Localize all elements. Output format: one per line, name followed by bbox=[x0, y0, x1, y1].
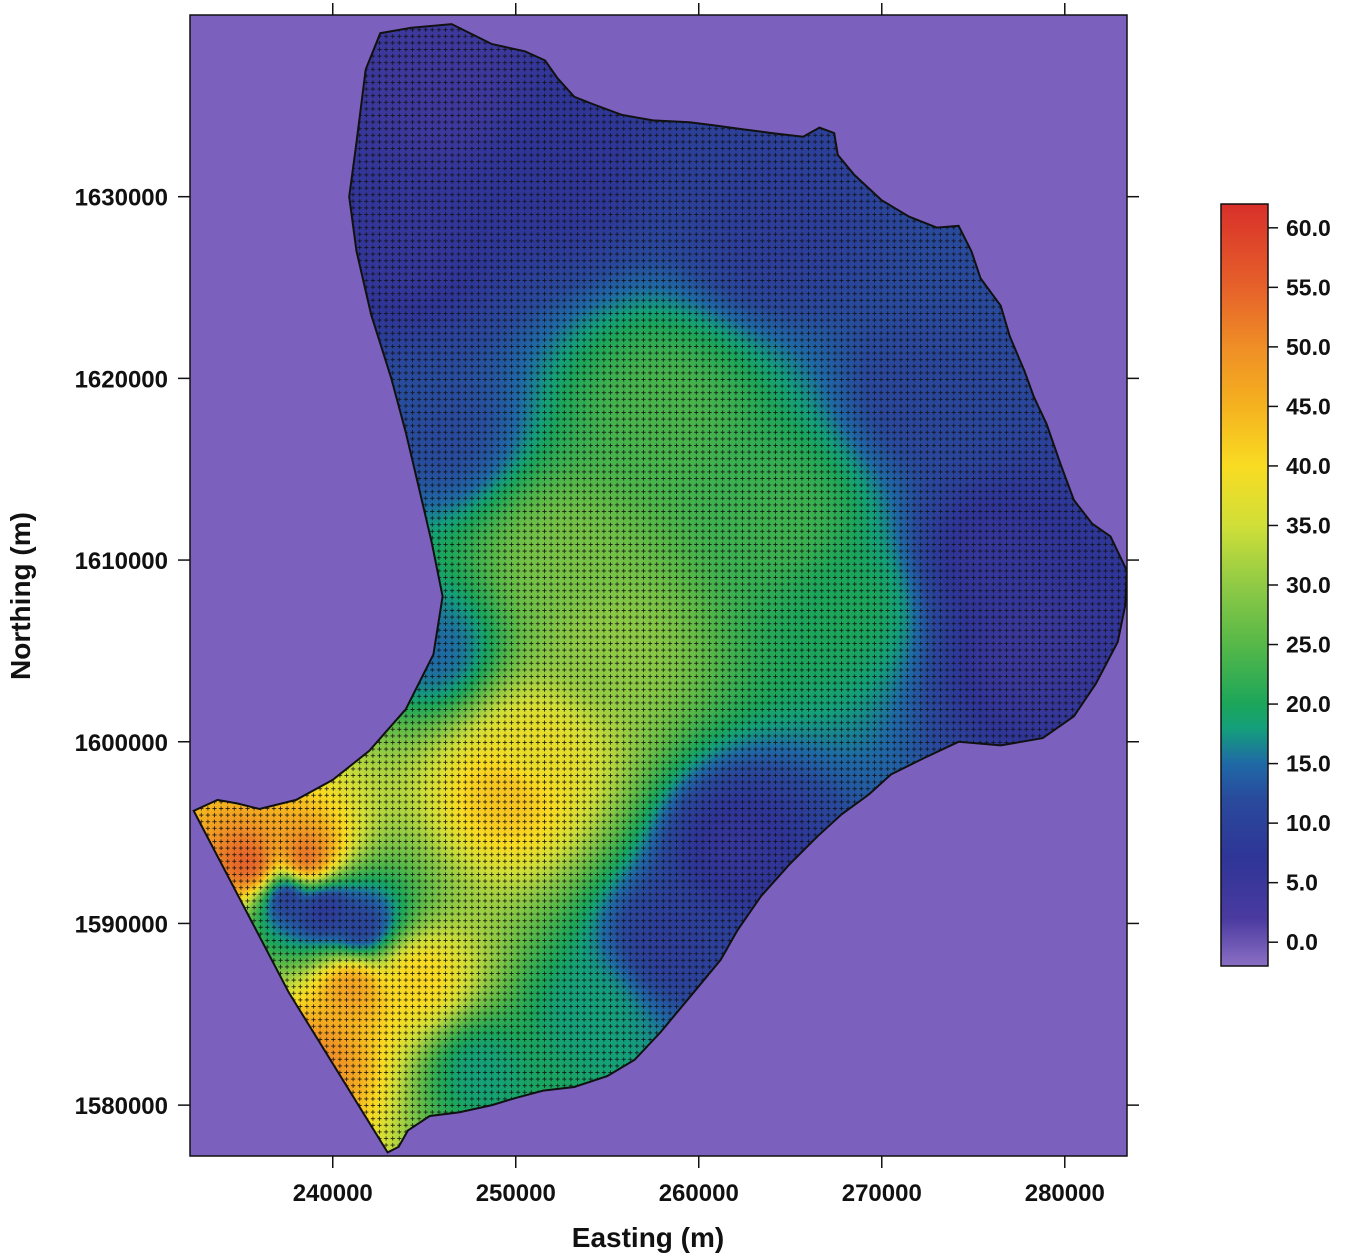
coastline bbox=[192, 23, 1127, 1154]
x-tick-label: 280000 bbox=[1025, 1180, 1105, 1207]
colorbar-tick-label: 60.0 bbox=[1286, 215, 1331, 241]
y-tick-label: 1590000 bbox=[75, 911, 168, 938]
colorbar-tick-label: 10.0 bbox=[1286, 810, 1331, 836]
x-tick-label: 250000 bbox=[476, 1180, 556, 1207]
colorbar-tick-label: 15.0 bbox=[1286, 751, 1331, 777]
x-tick-label: 270000 bbox=[842, 1180, 922, 1207]
x-tick-label: 260000 bbox=[659, 1180, 739, 1207]
x-tick-label: 240000 bbox=[293, 1180, 373, 1207]
colorbar-ticks: 0.0 5.0 10.0 15.0 20.0 25.0 30.0 35.0 40.0 45.0 50… bbox=[1268, 215, 1331, 955]
y-axis: 1580000 1590000 1600000 1610000 1620000 16300… bbox=[75, 185, 1139, 1120]
colorbar-tick-label: 55.0 bbox=[1286, 274, 1331, 300]
colorbar-tick-label: 45.0 bbox=[1286, 393, 1331, 419]
colorbar-tick-label: 25.0 bbox=[1286, 632, 1331, 658]
colorbar-tick-label: 50.0 bbox=[1286, 334, 1331, 360]
colorbar-tick-label: 35.0 bbox=[1286, 512, 1331, 538]
y-tick-label: 1610000 bbox=[75, 548, 168, 575]
colorbar-tick-label: 40.0 bbox=[1286, 453, 1331, 479]
colorbar-tick-label: 0.0 bbox=[1286, 929, 1318, 955]
x-axis-title: Easting (m) bbox=[572, 1222, 724, 1253]
colorbar-tick-label: 30.0 bbox=[1286, 572, 1331, 598]
y-tick-label: 1620000 bbox=[75, 366, 168, 393]
y-tick-label: 1600000 bbox=[75, 730, 168, 757]
colorbar-ramp bbox=[1220, 203, 1269, 967]
y-tick-label: 1580000 bbox=[75, 1093, 168, 1120]
colorbar-tick-label: 20.0 bbox=[1286, 691, 1331, 717]
colorbar: 0.0 5.0 10.0 15.0 20.0 25.0 30.0 35.0 40.0 45.0 50… bbox=[1220, 203, 1331, 967]
panel-frame bbox=[189, 14, 1128, 1157]
x-axis: 240000 250000 260000 270000 280000 bbox=[293, 3, 1105, 1207]
colorbar-tick-label: 5.0 bbox=[1286, 870, 1318, 896]
y-axis-title: Northing (m) bbox=[5, 512, 36, 680]
y-tick-label: 1630000 bbox=[75, 185, 168, 212]
map-panel: 240000 250000 260000 270000 280000 158000015… bbox=[75, 3, 1139, 1207]
